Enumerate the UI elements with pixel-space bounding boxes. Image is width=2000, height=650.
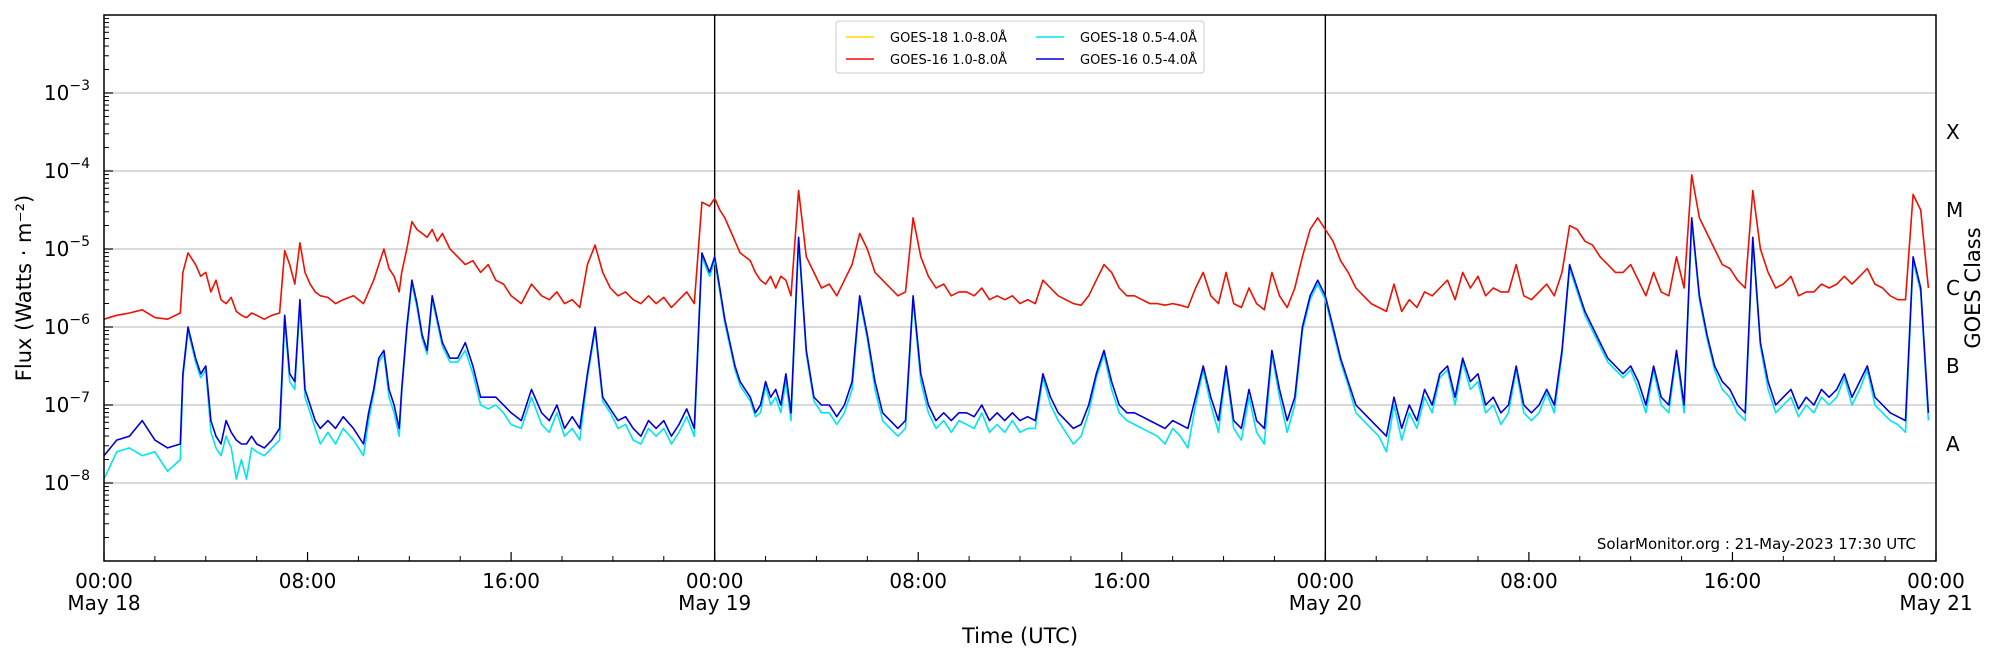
legend-label-1: GOES-18 0.5-4.0Å	[1080, 30, 1197, 46]
y-tick-label-1e-5: 10−5	[44, 234, 90, 261]
x-tick-label-40: 16:00	[1093, 569, 1151, 593]
x-tick-label-72: 00:00	[1907, 569, 1965, 593]
class-label-C: C	[1946, 276, 1960, 300]
y-tick-label-1e-4: 10−4	[44, 156, 90, 183]
class-label-A: A	[1946, 432, 1960, 456]
series-line-0	[103, 174, 1930, 321]
legend-label-0: GOES-18 1.0-8.0Å	[890, 30, 1007, 46]
plot-frame	[103, 14, 1937, 562]
flux-series	[103, 174, 1930, 480]
x-tick-label-24: 00:00	[686, 569, 744, 593]
y-tick-label-1e-3: 10−3	[44, 78, 90, 105]
x-tick-date-24: May 19	[678, 591, 751, 615]
horizontal-gridlines	[104, 92, 1936, 484]
class-label-X: X	[1946, 120, 1960, 144]
x-axis-label: Time (UTC)	[961, 624, 1078, 648]
x-tick-label-0: 00:00	[75, 569, 133, 593]
class-label-B: B	[1946, 354, 1960, 378]
x-tick-date-0: May 18	[67, 591, 140, 615]
x-tick-label-48: 00:00	[1297, 569, 1355, 593]
y-tick-label-1e-8: 10−8	[44, 468, 90, 495]
legend-box	[835, 20, 1205, 74]
class-label-M: M	[1946, 198, 1963, 222]
x-tick-label-56: 08:00	[1500, 569, 1558, 593]
x-tick-label-32: 08:00	[889, 569, 947, 593]
x-tick-label-8: 08:00	[279, 569, 337, 593]
legend-label-3: GOES-16 0.5-4.0Å	[1080, 52, 1197, 68]
series-line-2	[103, 220, 1930, 480]
x-tick-date-48: May 20	[1289, 591, 1362, 615]
credit-text: SolarMonitor.org : 21-May-2023 17:30 UTC	[1597, 535, 1916, 553]
y-tick-label-1e-7: 10−7	[44, 390, 90, 417]
chart-legend: GOES-18 1.0-8.0Å GOES-16 1.0-8.0Å GOES-18 …	[835, 20, 1205, 74]
x-tick-date-72: May 21	[1899, 591, 1972, 615]
y-tick-label-1e-6: 10−6	[44, 312, 90, 339]
x-tick-label-16: 16:00	[482, 569, 540, 593]
legend-label-2: GOES-16 1.0-8.0Å	[890, 52, 1007, 68]
axis-ticks	[103, 18, 1937, 561]
day-boundary-lines	[713, 15, 1327, 561]
y-axis-label: Flux (Watts · m⁻²)	[12, 195, 36, 381]
right-axis-label: GOES Class	[1961, 227, 1985, 348]
series-line-1	[103, 217, 1930, 457]
x-tick-label-64: 16:00	[1704, 569, 1762, 593]
